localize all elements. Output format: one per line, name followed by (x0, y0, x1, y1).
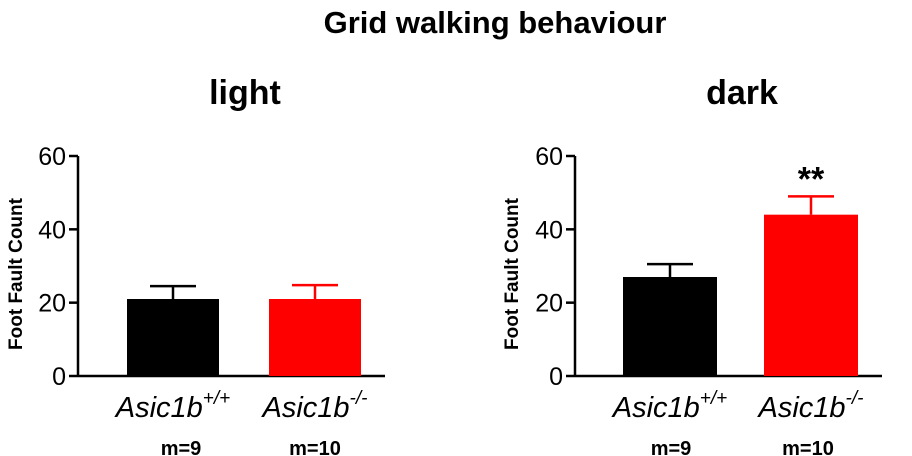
y-tick-label: 20 (535, 290, 563, 318)
y-tick-label: 20 (38, 290, 66, 318)
panel-title: light (209, 74, 281, 112)
y-tick-label: 40 (38, 216, 66, 244)
category-label: Asic1b+/+ (114, 388, 231, 424)
y-axis-label: Foot Fault Count (502, 197, 523, 350)
category-label-base: Asic1b (757, 392, 846, 424)
panel-title: dark (706, 74, 778, 112)
bar (127, 299, 219, 376)
category-label: Asic1b-/- (757, 388, 864, 424)
significance-label: ** (798, 160, 825, 198)
category-label: Asic1b+/+ (611, 388, 728, 424)
bar (764, 214, 858, 376)
category-label: Asic1b-/- (261, 388, 368, 424)
sample-size-label: m=10 (782, 438, 834, 456)
bar (623, 277, 717, 376)
category-label-superscript: -/- (350, 388, 368, 409)
y-axis-label: Foot Fault Count (6, 197, 27, 350)
y-tick-label: 0 (52, 363, 66, 391)
sample-size-label: m=9 (161, 438, 202, 456)
category-label-superscript: +/+ (700, 388, 727, 409)
y-tick-label: 60 (38, 143, 66, 171)
category-label-superscript: -/- (846, 388, 864, 409)
category-label-superscript: +/+ (203, 388, 230, 409)
figure-title: Grid walking behaviour (324, 5, 667, 40)
category-label-base: Asic1b (261, 392, 350, 424)
sample-size-label: m=10 (289, 438, 341, 456)
sample-size-label: m=9 (651, 438, 692, 456)
y-tick-label: 60 (535, 143, 563, 171)
category-label-base: Asic1b (114, 392, 203, 424)
bar (269, 299, 361, 376)
y-tick-label: 40 (535, 216, 563, 244)
category-label-base: Asic1b (611, 392, 700, 424)
y-tick-label: 0 (549, 363, 563, 391)
